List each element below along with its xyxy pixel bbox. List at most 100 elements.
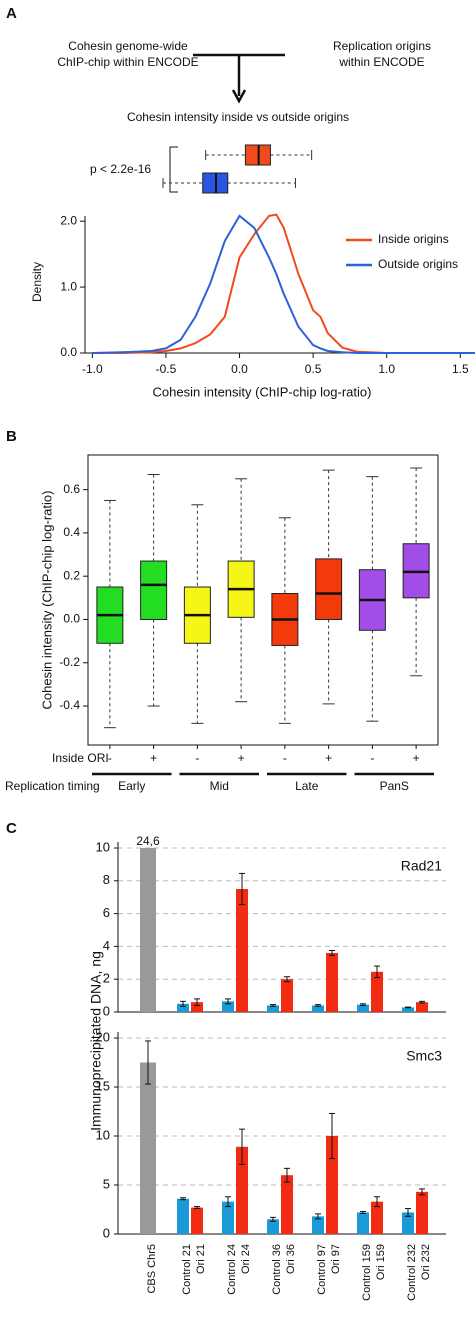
y-tick-label: 2 <box>103 971 110 986</box>
value-label: 24,6 <box>136 834 160 848</box>
bar <box>326 952 338 1012</box>
group-label: Early <box>118 779 145 793</box>
x-tick-label: -1.0 <box>82 362 103 376</box>
group-label: Mid <box>210 779 229 793</box>
y-tick-label: 0.2 <box>63 568 80 582</box>
bar <box>140 848 156 1012</box>
bar <box>191 1002 203 1012</box>
density-line <box>92 214 475 354</box>
x-tick-label: -0.5 <box>156 362 177 376</box>
box <box>315 558 343 620</box>
bar <box>191 1207 203 1234</box>
y-axis-label: Density <box>30 262 44 302</box>
y-tick-label: -0.4 <box>59 698 80 712</box>
x-tick-label: Ori 97 <box>330 1244 342 1274</box>
x-axis-label: Cohesin intensity (ChIP-chip log-ratio) <box>153 384 372 399</box>
bar <box>267 1219 279 1234</box>
p-value: p < 2.2e-16 <box>90 162 151 176</box>
box <box>140 560 168 620</box>
bar <box>357 1004 369 1012</box>
y-axis-label: Cohesin intensity (ChIP-chip log-ratio) <box>39 491 54 710</box>
x-tick-label: Control 21 <box>181 1244 193 1295</box>
bar <box>281 1175 293 1234</box>
category-label: - <box>283 751 287 765</box>
bar <box>416 1191 428 1234</box>
bar <box>357 1212 369 1234</box>
x-tick-label: Control 36 <box>271 1244 283 1295</box>
bar <box>371 1201 383 1234</box>
x-tick-label: Control 24 <box>226 1244 238 1295</box>
p-bracket <box>169 146 178 193</box>
diagram-text: within ENCODE <box>338 55 424 69</box>
y-tick-label: 1.0 <box>60 279 77 293</box>
diagram-text: Cohesin intensity inside vs outside orig… <box>127 110 349 124</box>
legend-label: Inside origins <box>378 232 449 246</box>
y-tick-label: -0.2 <box>59 655 80 669</box>
y-tick-label: 10 <box>96 839 110 854</box>
diagram-arrowhead <box>231 89 247 104</box>
x-tick-label: 1.0 <box>378 362 395 376</box>
x-tick-label: 0.5 <box>305 362 322 376</box>
bar <box>371 971 383 1012</box>
category-label: + <box>413 751 420 765</box>
x-tick-label: Ori 232 <box>420 1244 432 1280</box>
x-tick-label: Ori 36 <box>285 1244 297 1274</box>
y-tick-label: 20 <box>96 1029 110 1044</box>
category-label: - <box>108 751 112 765</box>
bar <box>236 1146 248 1234</box>
panel-label: A <box>6 5 17 22</box>
y-tick-label: 0 <box>103 1003 110 1018</box>
x-tick-label: 1.5 <box>452 362 469 376</box>
group-label: PanS <box>380 779 409 793</box>
bar <box>402 1007 414 1012</box>
bar <box>312 1216 324 1234</box>
y-tick-label: 0.6 <box>63 482 80 496</box>
category-label: - <box>195 751 199 765</box>
x-tick-label: CBS Chr5 <box>146 1244 158 1294</box>
x-tick-label: Control 97 <box>316 1244 328 1295</box>
category-label: + <box>325 751 332 765</box>
bar <box>416 1002 428 1012</box>
x-tick-label: Ori 24 <box>240 1244 252 1274</box>
bar <box>222 1201 234 1234</box>
y-tick-label: 10 <box>96 1127 110 1142</box>
y-tick-label: 0 <box>103 1225 110 1240</box>
y-tick-label: 0.0 <box>63 612 80 626</box>
category-label: + <box>238 751 245 765</box>
bar <box>281 979 293 1012</box>
panel-label: C <box>6 820 17 837</box>
panel-label: B <box>6 428 17 445</box>
bar <box>312 1005 324 1012</box>
y-tick-label: 4 <box>103 938 110 953</box>
panel-title: Rad21 <box>401 858 442 874</box>
bar <box>267 1005 279 1012</box>
panel-title: Smc3 <box>406 1048 442 1064</box>
bar <box>402 1212 414 1234</box>
y-tick-label: 5 <box>103 1176 110 1191</box>
x-tick-label: Control 159 <box>361 1244 373 1301</box>
legend-label: Outside origins <box>378 257 458 271</box>
y-tick-label: 6 <box>103 905 110 920</box>
bar <box>177 1198 189 1234</box>
y-tick-label: 15 <box>96 1078 110 1093</box>
y-tick-label: 8 <box>103 872 110 887</box>
diagram-text: Cohesin genome-wide <box>68 39 188 53</box>
density-line <box>92 213 475 354</box>
bar <box>222 1001 234 1012</box>
bar <box>140 1062 156 1234</box>
category-label: - <box>370 751 374 765</box>
diagram-text: Replication origins <box>333 39 431 53</box>
y-axis-label: Immunoprecipitated DNA, ng <box>88 951 104 1131</box>
y-tick-label: 0.4 <box>63 525 80 539</box>
bar <box>236 889 248 1012</box>
bar <box>177 1003 189 1012</box>
category-label: + <box>150 751 157 765</box>
category-row-label: Inside ORI <box>52 751 109 765</box>
y-tick-label: 2.0 <box>60 213 77 227</box>
x-tick-label: Ori 21 <box>195 1244 207 1274</box>
diagram-text: ChIP-chip within ENCODE <box>57 55 198 69</box>
y-tick-label: 0.0 <box>60 345 77 359</box>
group-row-label: Replication timing <box>5 779 100 793</box>
